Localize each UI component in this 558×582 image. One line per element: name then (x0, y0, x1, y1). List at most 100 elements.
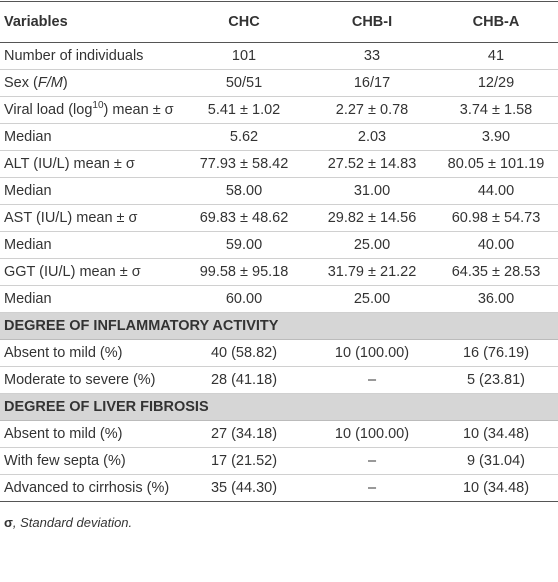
footnote: σ, Standard deviation. (4, 515, 558, 530)
row-label: Median (0, 123, 178, 151)
text-part: , Standard deviation. (12, 515, 133, 530)
cell: 59.00 (178, 231, 310, 259)
header-row: Variables CHC CHB-I CHB-A (0, 1, 558, 43)
row-label: Median (0, 177, 178, 205)
text-part: With few septa (%) (4, 453, 126, 469)
table-row: Median 5.62 2.03 3.90 (0, 123, 558, 151)
text-part: σ (4, 515, 13, 530)
text-part: Median (4, 129, 52, 145)
cell: 31.79 ± 21.22 (310, 258, 434, 286)
row-label: Number of individuals (0, 42, 178, 70)
row-label: Sex (F/M) (0, 69, 178, 97)
cell: 27.52 ± 14.83 (310, 150, 434, 178)
cell: 101 (178, 42, 310, 70)
text-part: ) (62, 75, 68, 91)
table-row: Median 60.00 25.00 36.00 (0, 285, 558, 313)
cell: 40.00 (434, 231, 558, 259)
row-label: GGT (IU/L) mean ± σ (0, 258, 178, 286)
row-label: Absent to mild (%) (0, 420, 178, 448)
table-row: Absent to mild (%) 40 (58.82) 10 (100.00) 1… (0, 339, 558, 367)
table-row: Advanced to cirrhosis (%) 35 (44.30) –10 (… (0, 474, 558, 502)
cell: 25.00 (310, 285, 434, 313)
cell: 60.98 ± 54.73 (434, 204, 558, 232)
text-part: Absent to mild (%) (4, 426, 123, 442)
row-label: AST (IU/L) mean ± σ (0, 204, 178, 232)
cell: 10 (34.48) (434, 420, 558, 448)
data-table: Variables CHC CHB-I CHB-A Number of individ… (0, 1, 558, 502)
table-row: Median 59.00 25.00 40.00 (0, 231, 558, 259)
table-row: Number of individuals 101 33 41 (0, 42, 558, 70)
row-label: Moderate to severe (%) (0, 366, 178, 394)
cell: 27 (34.18) (178, 420, 310, 448)
text-part: AST (IU/L) mean ± σ (4, 210, 138, 226)
row-label: Viral load (log10) mean ± σ (0, 96, 178, 124)
table-row: Moderate to severe (%) 28 (41.18) –5 (23.8… (0, 366, 558, 394)
cell: 9 (31.04) (434, 447, 558, 475)
cell: 5.41 ± 1.02 (178, 96, 310, 124)
cell: 33 (310, 42, 434, 70)
row-label: Advanced to cirrhosis (%) (0, 474, 178, 502)
cell: 58.00 (178, 177, 310, 205)
row-label: With few septa (%) (0, 447, 178, 475)
cell: 2.27 ± 0.78 (310, 96, 434, 124)
cell: 60.00 (178, 285, 310, 313)
cell: 17 (21.52) (178, 447, 310, 475)
row-label: ALT (IU/L) mean ± σ (0, 150, 178, 178)
section-title: DEGREE OF INFLAMMATORY ACTIVITY (0, 312, 558, 340)
cell: 40 (58.82) (178, 339, 310, 367)
cell: – (310, 447, 434, 475)
text-part: Number of individuals (4, 48, 144, 64)
cell: 29.82 ± 14.56 (310, 204, 434, 232)
table-row: With few septa (%) 17 (21.52) –9 (31.04) (0, 447, 558, 475)
cell: 99.58 ± 95.18 (178, 258, 310, 286)
table-row: Viral load (log10) mean ± σ 5.41 ± 1.02 2.… (0, 96, 558, 124)
table-row: Median 58.00 31.00 44.00 (0, 177, 558, 205)
cell: 3.90 (434, 123, 558, 151)
cell: 3.74 ± 1.58 (434, 96, 558, 124)
row-label: Median (0, 285, 178, 313)
cell: 64.35 ± 28.53 (434, 258, 558, 286)
text-part: ALT (IU/L) mean ± σ (4, 156, 135, 172)
text-part: 10 (92, 100, 104, 112)
text-part: Sex ( (4, 75, 38, 91)
text-part: F/M (37, 75, 63, 91)
text-part: ) mean ± σ (103, 102, 174, 118)
text-part: Median (4, 237, 52, 253)
cell: 10 (34.48) (434, 474, 558, 502)
cell: 77.93 ± 58.42 (178, 150, 310, 178)
header-cell: Variables (0, 1, 178, 43)
cell: 50/51 (178, 69, 310, 97)
section-title: DEGREE OF LIVER FIBROSIS (0, 393, 558, 421)
text-part: Viral load (log (4, 102, 93, 118)
text-part: Median (4, 291, 52, 307)
cell: 16 (76.19) (434, 339, 558, 367)
header-cell: CHB-A (434, 1, 558, 43)
table-row: AST (IU/L) mean ± σ 69.83 ± 48.62 29.82 ± … (0, 204, 558, 232)
cell: 10 (100.00) (310, 420, 434, 448)
text-part: Moderate to severe (%) (4, 372, 156, 388)
cell: 5 (23.81) (434, 366, 558, 394)
cell: – (310, 366, 434, 394)
cell: 44.00 (434, 177, 558, 205)
cell: 10 (100.00) (310, 339, 434, 367)
header-cell: CHC (178, 1, 310, 43)
table-row: ALT (IU/L) mean ± σ 77.93 ± 58.42 27.52 ± … (0, 150, 558, 178)
cell: 28 (41.18) (178, 366, 310, 394)
cell: 12/29 (434, 69, 558, 97)
cell: 35 (44.30) (178, 474, 310, 502)
cell: – (310, 474, 434, 502)
row-label: Absent to mild (%) (0, 339, 178, 367)
text-part: Absent to mild (%) (4, 345, 123, 361)
cell: 69.83 ± 48.62 (178, 204, 310, 232)
table-row: GGT (IU/L) mean ± σ 99.58 ± 95.18 31.79 ± … (0, 258, 558, 286)
text-part: GGT (IU/L) mean ± σ (4, 264, 141, 280)
cell: 80.05 ± 101.19 (434, 150, 558, 178)
cell: 31.00 (310, 177, 434, 205)
row-label: Median (0, 231, 178, 259)
cell: 25.00 (310, 231, 434, 259)
text-part: Median (4, 183, 52, 199)
table-row: Absent to mild (%) 27 (34.18) 10 (100.00) 1… (0, 420, 558, 448)
text-part: Advanced to cirrhosis (%) (4, 480, 170, 496)
cell: 5.62 (178, 123, 310, 151)
